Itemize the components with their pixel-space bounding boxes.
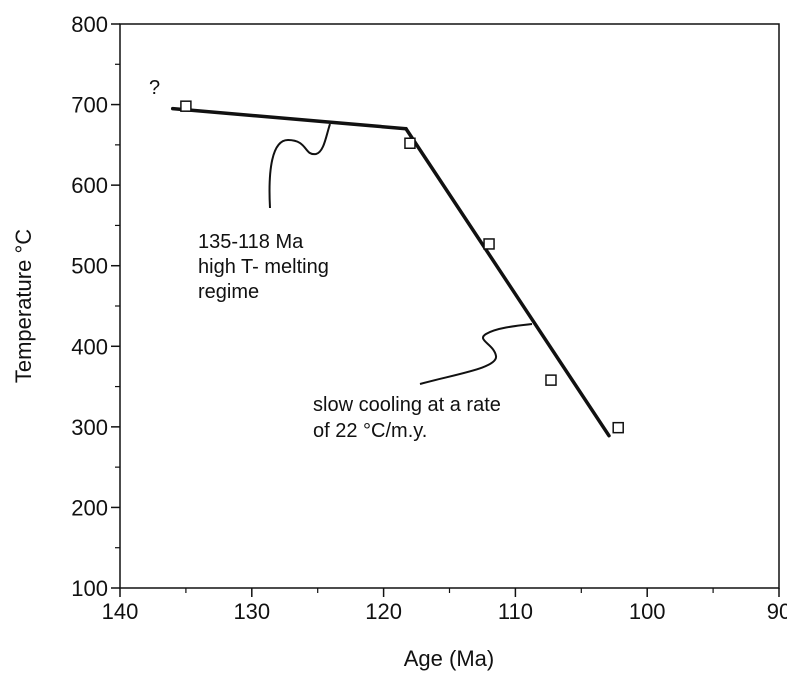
x-tick-label: 110 <box>498 599 533 624</box>
fit-line-1 <box>170 106 408 131</box>
data-point-square <box>545 374 557 386</box>
x-tick-label: 130 <box>233 599 270 624</box>
data-point-square <box>404 137 416 149</box>
annotation-melting-regime-line-1: 135-118 Ma <box>198 231 304 253</box>
data-point-square <box>483 238 495 250</box>
x-tick-label: 100 <box>629 599 666 624</box>
data-markers <box>180 100 624 434</box>
y-tick-label: 400 <box>71 334 108 359</box>
y-tick-label: 200 <box>71 495 108 520</box>
fit-lines <box>170 106 611 438</box>
x-tick-label: 140 <box>102 599 139 624</box>
annotation-melting-regime-line-3: regime <box>198 281 259 303</box>
x-axis-title: Age (Ma) <box>404 646 494 671</box>
annotation-question-mark: ? <box>149 77 160 99</box>
y-tick-label: 100 <box>71 576 108 601</box>
y-tick-label: 700 <box>71 93 108 118</box>
x-tick-label: 90 <box>767 599 787 624</box>
y-axis: 100 200 300 400 500 600 700 800 <box>71 12 120 601</box>
plot-frame <box>119 23 780 589</box>
cooling-leader-line <box>419 323 533 385</box>
y-axis-title: Temperature °C <box>11 229 36 383</box>
y-tick-label: 800 <box>71 12 108 37</box>
annotation-cooling-line-2: of 22 °C/m.y. <box>313 420 427 442</box>
x-tick-label: 120 <box>365 599 402 624</box>
annotation-melting-regime-line-2: high T- melting <box>198 256 329 278</box>
melting-regime-leader-line <box>268 123 331 209</box>
y-tick-label: 500 <box>71 254 108 279</box>
y-tick-label: 600 <box>71 173 108 198</box>
data-point-square <box>612 421 624 434</box>
data-point-square <box>180 100 192 112</box>
annotation-cooling-line-1: slow cooling at a rate <box>313 394 501 416</box>
fit-line-2 <box>404 126 611 438</box>
x-axis: 140 130 120 110 100 90 <box>102 588 787 624</box>
y-tick-label: 300 <box>71 415 108 440</box>
